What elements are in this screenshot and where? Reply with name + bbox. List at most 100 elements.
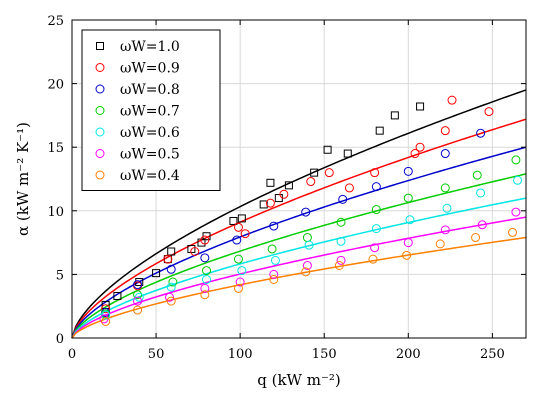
data-point [371,182,381,192]
data-point [477,220,487,230]
data-point [152,269,161,278]
data-point [440,225,450,235]
legend-entry-label: ωW=0.4 [120,168,180,184]
data-point [375,126,384,135]
data-point [284,181,293,190]
data-point [166,264,176,274]
data-point [402,250,412,260]
data-point [304,240,314,250]
data-point [472,170,482,180]
data-point [166,282,176,292]
data-point [237,266,247,276]
data-point [269,269,279,279]
data-point [442,203,452,213]
data-point [200,283,210,293]
data-point [113,292,122,301]
data-point [368,254,378,264]
x-tick-label: 200 [396,347,421,362]
y-tick-label: 0 [56,332,64,347]
data-point [405,215,415,225]
data-point [471,233,481,243]
data-point [323,145,332,154]
data-point [259,200,268,209]
data-point [336,217,346,227]
data-point [269,221,279,231]
data-point [416,102,425,111]
data-point [344,183,354,193]
data-point [202,266,212,276]
data-point [166,296,176,306]
y-tick-label: 20 [47,78,64,93]
data-markers [99,95,523,326]
data-point [133,305,143,315]
data-point [302,260,312,270]
data-point [235,277,245,287]
data-point [99,314,109,324]
fit-curves [71,89,527,339]
data-point [274,194,283,203]
data-point [338,194,348,204]
legend-entry-label: ωW=0.9 [120,61,180,77]
data-point [202,274,212,284]
data-point [324,168,334,178]
y-tick-label: 5 [56,268,64,283]
data-point [233,222,243,232]
data-point [190,247,200,257]
data-point [440,183,450,193]
data-point [476,188,486,198]
data-point [410,149,420,159]
legend-entry-label: ωW=1.0 [120,39,180,55]
legend-marker [95,106,105,115]
data-point [133,296,143,306]
legend-marker [95,127,105,137]
data-point [269,274,279,284]
data-point [370,243,380,253]
data-point [302,233,312,243]
legend-marker [96,42,104,50]
data-point [511,207,521,217]
y-tick-label: 25 [47,14,64,29]
x-tick-label: 250 [480,347,505,362]
fit-line-series-1 [71,118,527,339]
data-point [371,205,381,215]
data-point [301,207,311,217]
y-axis-label: α (kW m⁻² K⁻¹) [14,122,32,236]
data-point [200,253,210,263]
data-point [334,260,344,270]
data-point [336,255,346,265]
x-tick-label: 0 [68,347,76,362]
data-point [200,290,210,300]
data-point [240,229,250,239]
data-point [168,277,178,287]
legend-entry-label: ωW=0.5 [120,147,180,163]
data-point [371,224,381,234]
data-point [390,111,399,120]
legend: ωW=1.0 ωW=0.9 ωW=0.8 ωW=0.7 ωW=0.6 ωW=0.5 ωW=0… [81,29,221,191]
data-point [310,168,319,177]
data-point [232,235,242,245]
data-point [163,254,173,264]
x-tick-label: 50 [148,347,165,362]
data-point [133,280,143,290]
y-tick-label: 10 [47,205,64,220]
x-tick-label: 100 [228,347,253,362]
data-point [403,193,413,203]
data-point [343,149,352,158]
data-point [101,304,111,314]
data-point [511,155,521,165]
legend-marker [95,170,105,180]
legend-entry-label: ωW=0.7 [120,104,180,120]
fit-line-series-6 [71,236,527,339]
y-tick-label: 15 [47,141,64,156]
legend-marker [95,84,105,94]
data-point [336,236,346,246]
fit-line-series-2 [71,146,527,339]
fit-line-series-0 [71,89,527,339]
data-point [270,255,280,265]
data-point [167,247,176,256]
data-point [513,175,523,185]
data-point [233,254,243,264]
data-point [233,283,243,293]
data-point [403,238,413,248]
